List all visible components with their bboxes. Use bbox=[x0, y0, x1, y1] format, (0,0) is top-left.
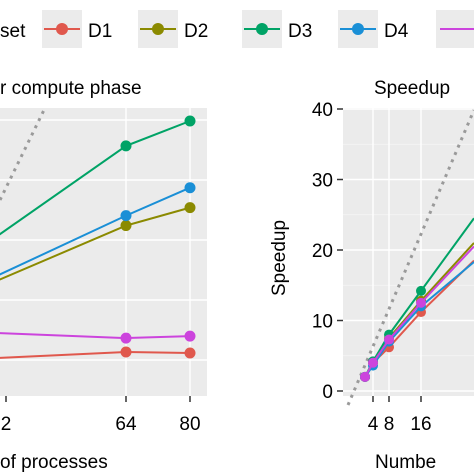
legend-label-d3: D3 bbox=[288, 21, 312, 42]
right-y-tick-label-2: 20 bbox=[312, 241, 333, 262]
left-point-4-2 bbox=[184, 330, 196, 342]
legend: set D1 D2 D3 D4 bbox=[0, 10, 474, 48]
right-reference-line bbox=[346, 109, 474, 406]
right-y-tick-label-3: 30 bbox=[312, 171, 333, 192]
right-point-2-3 bbox=[416, 285, 426, 296]
right-y-tick-label-1: 10 bbox=[312, 312, 333, 333]
right-point-4-3 bbox=[416, 297, 426, 308]
right-point-4-0 bbox=[360, 371, 370, 382]
left-point-3-2 bbox=[184, 182, 196, 194]
right-point-4-1 bbox=[368, 357, 378, 368]
left-point-1-2 bbox=[184, 202, 196, 214]
right-x-tick-label-0: 4 bbox=[368, 414, 379, 435]
right-y-axis-label: Speedup bbox=[269, 220, 290, 296]
right-x-tick-label-1: 8 bbox=[384, 414, 395, 435]
left-point-1-1 bbox=[120, 220, 132, 232]
right-point-4-2 bbox=[384, 334, 394, 345]
legend-marker-d2 bbox=[152, 23, 164, 35]
legend-title: set bbox=[0, 21, 26, 42]
left-plot-background bbox=[0, 108, 207, 396]
left-x-tick-label-1: 64 bbox=[115, 414, 137, 435]
legend-label-d2: D2 bbox=[184, 21, 208, 42]
legend-marker-d1 bbox=[56, 23, 68, 35]
left-point-2-2 bbox=[184, 115, 196, 127]
legend-marker-d4 bbox=[352, 23, 364, 35]
right-panel-title: Speedup bbox=[374, 78, 450, 99]
left-point-4-1 bbox=[120, 332, 132, 344]
right-plot-background bbox=[343, 108, 474, 396]
right-y-tick-label-4: 40 bbox=[312, 100, 333, 121]
left-reference-line bbox=[0, 107, 47, 201]
right-panel: Speedup 0 10 20 30 40 4 8 16 Speedup Numbe bbox=[269, 78, 474, 473]
legend-label-d1: D1 bbox=[88, 21, 112, 42]
left-panel-title: r compute phase bbox=[0, 78, 142, 99]
left-x-tick-label-0: 2 bbox=[1, 414, 12, 435]
right-x-axis-label: Numbe bbox=[375, 452, 436, 473]
legend-label-d4: D4 bbox=[384, 21, 409, 42]
left-x-axis-label: of processes bbox=[0, 452, 108, 473]
legend-marker-d3 bbox=[256, 23, 268, 35]
left-point-0-1 bbox=[120, 346, 132, 358]
left-point-0-2 bbox=[184, 347, 196, 359]
left-point-2-1 bbox=[120, 140, 132, 152]
left-x-tick-label-2: 80 bbox=[179, 414, 200, 435]
right-x-tick-label-2: 16 bbox=[410, 414, 431, 435]
right-y-tick-label-0: 0 bbox=[322, 382, 333, 403]
left-point-3-1 bbox=[120, 210, 132, 222]
left-panel: r compute phase 2 64 80 of processes bbox=[0, 78, 207, 473]
